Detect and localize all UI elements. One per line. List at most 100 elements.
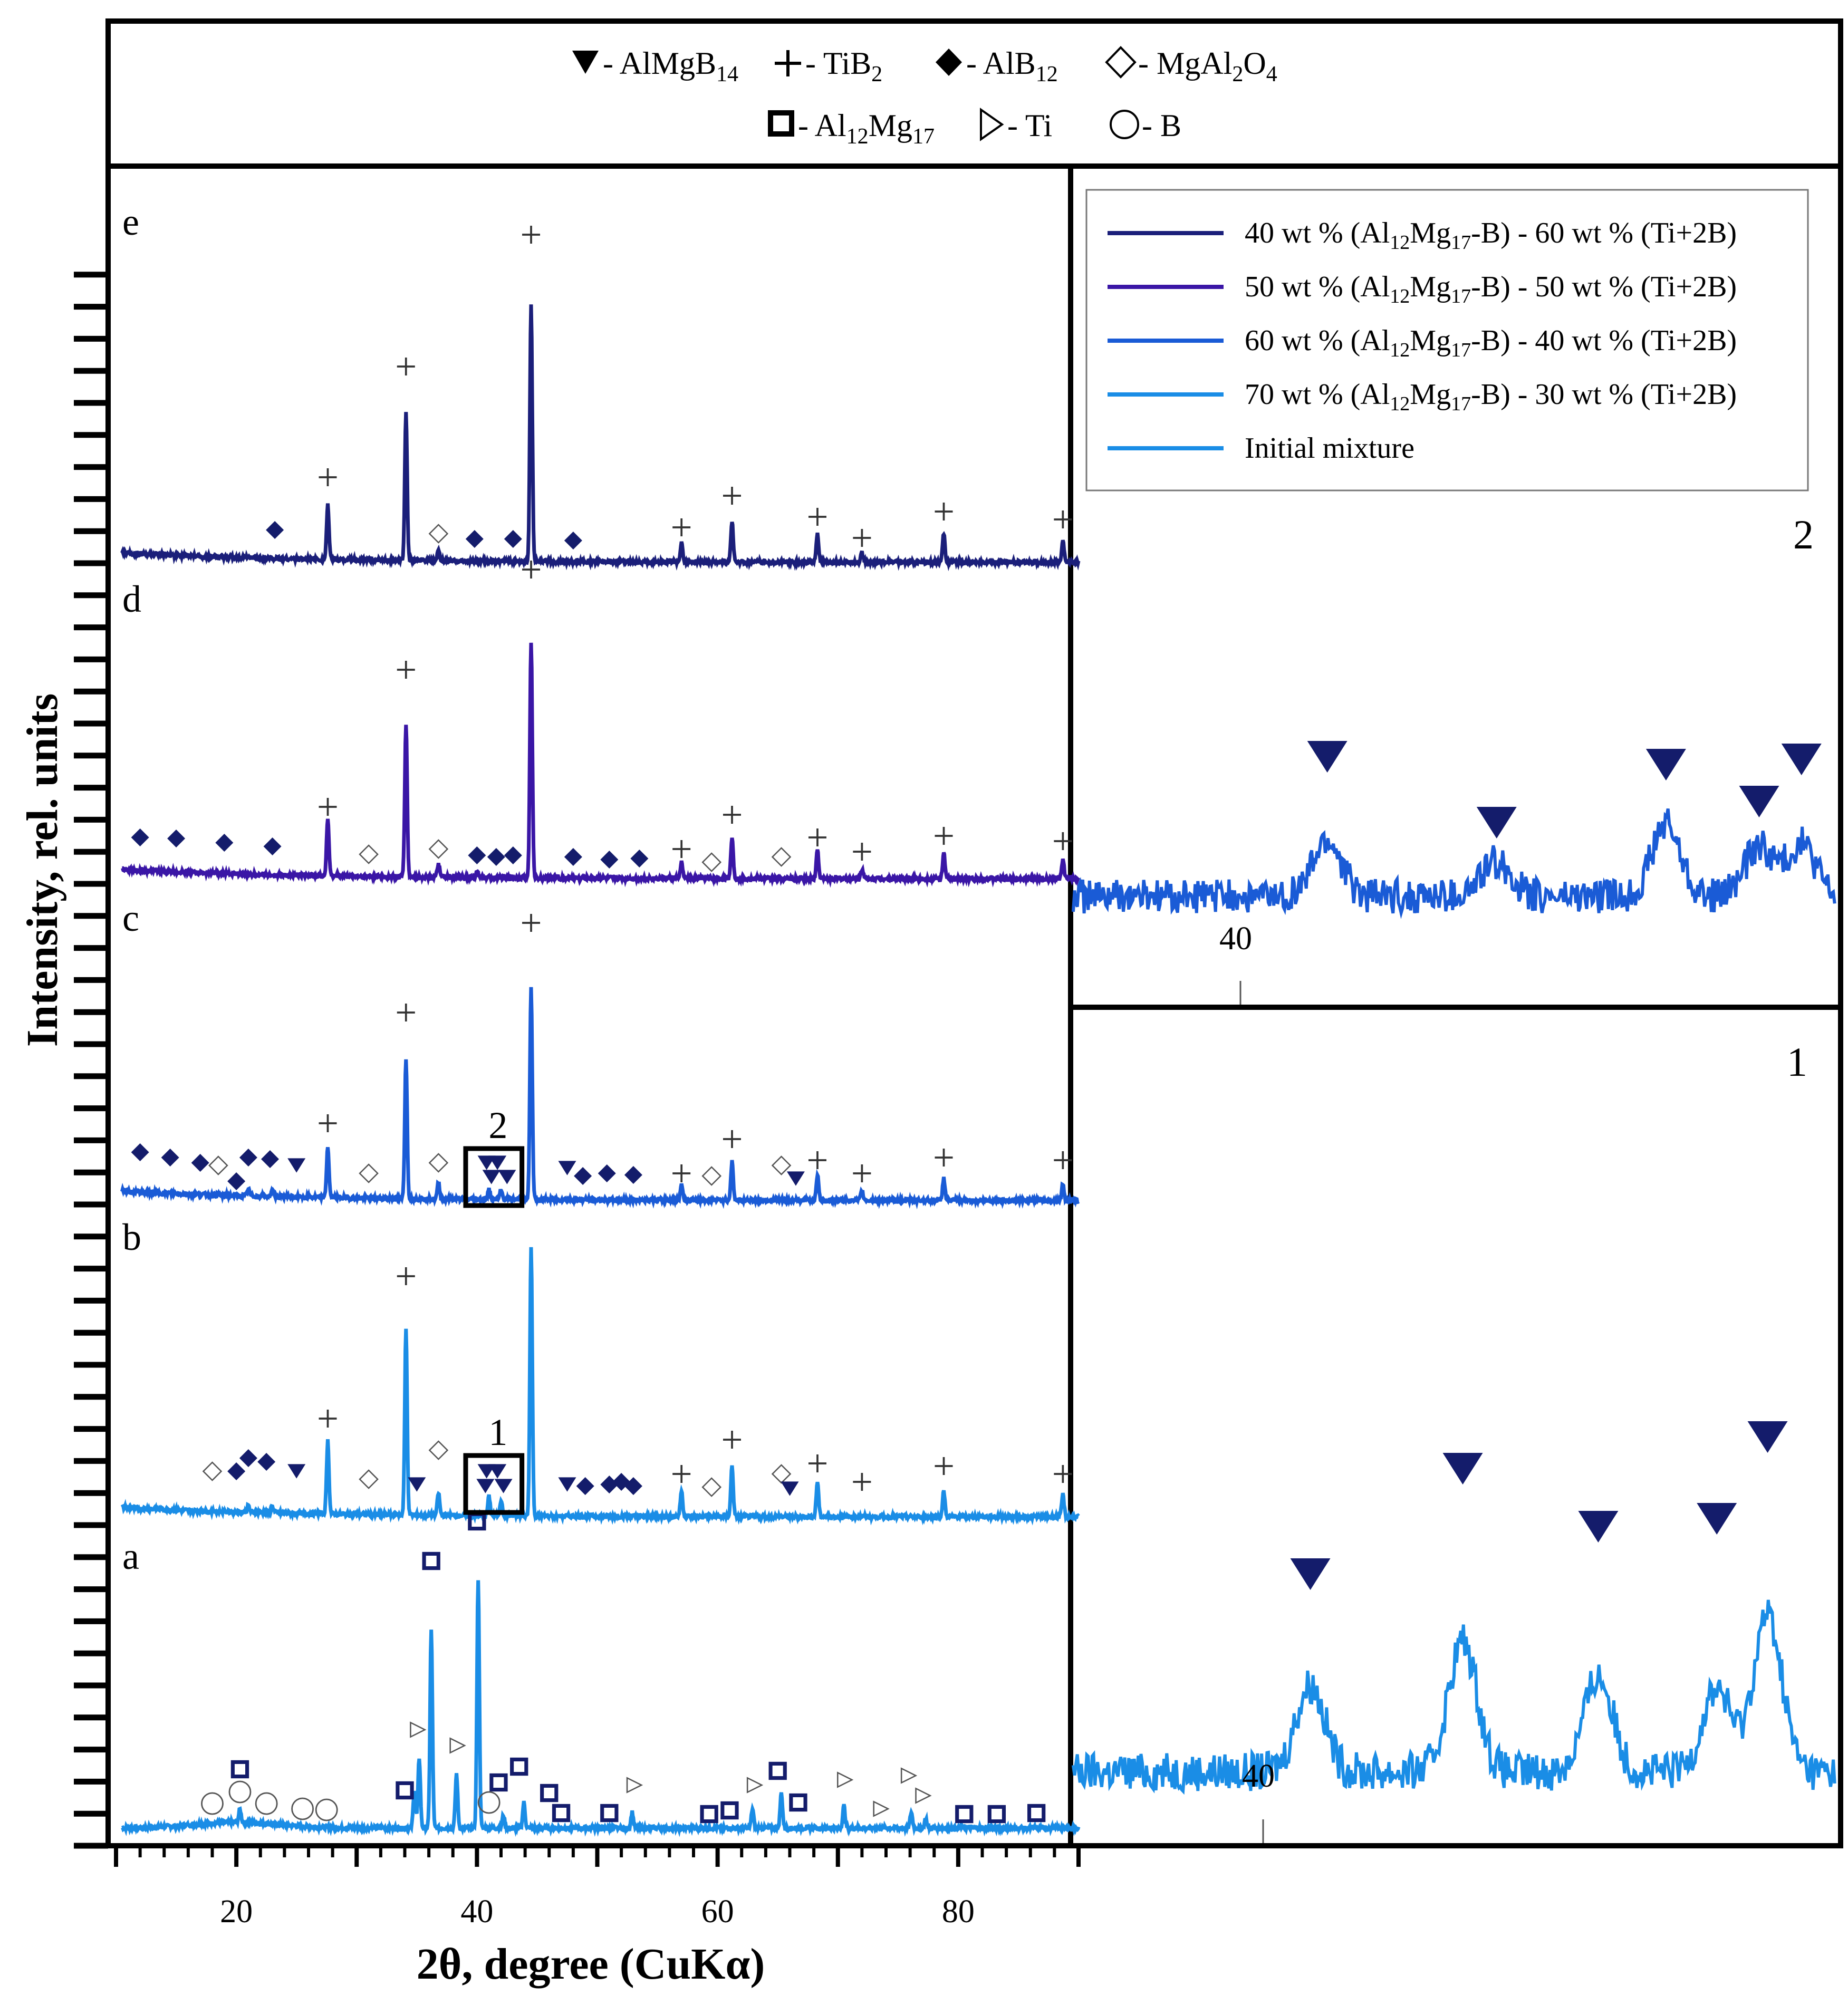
inset-2-zoom: 40 — [1072, 741, 1836, 1005]
boron-marker — [315, 1798, 338, 1821]
x-axis: 20 40 60 80 — [108, 1843, 1081, 1930]
legend-entry: - Al12Mg17 — [768, 108, 935, 149]
almgb14-marker — [558, 1161, 576, 1175]
al12mg17-marker — [720, 1801, 739, 1820]
tib2-marker — [853, 1164, 871, 1182]
tib2-marker — [397, 1267, 415, 1285]
alb12-marker — [131, 1143, 149, 1161]
mgal2o4-marker — [701, 1477, 722, 1497]
almgb14-marker — [476, 1479, 495, 1493]
diamond-filled-icon — [936, 49, 962, 76]
tib2-marker — [1054, 832, 1072, 850]
alb12-marker — [468, 846, 486, 864]
alb12-marker — [227, 1462, 246, 1480]
tib2-marker — [1054, 1151, 1072, 1169]
zoom-boxes: 12 — [463, 1104, 525, 1515]
legend-entry: - MgAl2O4 — [1105, 46, 1277, 86]
almgb14-marker — [287, 1158, 306, 1173]
almgb14-marker — [488, 1155, 507, 1170]
almgb14-marker — [488, 1464, 507, 1479]
mgal2o4-marker — [428, 839, 449, 859]
square-icon — [768, 110, 794, 137]
legend-entry: - TiB2 — [775, 46, 882, 86]
legend-entry: - AlMgB14 — [572, 46, 738, 86]
legend-row: 70 wt % (Al12Mg17-B) - 30 wt % (Ti+2B) — [1108, 378, 1737, 415]
tib2-marker — [1054, 1465, 1072, 1483]
mgal2o4-marker — [428, 1153, 449, 1173]
alb12-marker — [261, 1150, 279, 1168]
mgal2o4-marker — [701, 852, 722, 872]
alb12-marker — [167, 830, 186, 847]
al12mg17-marker — [1027, 1804, 1046, 1823]
series-line-a — [121, 1580, 1081, 1837]
inset-series-line — [1072, 1599, 1836, 1795]
xrd-curves: a b c d e — [120, 201, 1081, 1837]
alb12-marker — [564, 848, 582, 866]
tib2-marker — [935, 827, 953, 845]
tib2-marker — [723, 806, 741, 824]
x-tick-label: 60 — [701, 1894, 734, 1930]
al12mg17-marker — [510, 1757, 528, 1776]
mgal2o4-marker — [701, 1166, 722, 1186]
legend-label: - MgAl2O4 — [1138, 46, 1277, 86]
x-tick-label: 40 — [460, 1894, 493, 1930]
legend-row: 50 wt % (Al12Mg17-B) - 50 wt % (Ti+2B) — [1108, 271, 1737, 307]
legend-row: 60 wt % (Al12Mg17-B) - 40 wt % (Ti+2B) — [1108, 324, 1737, 361]
alb12-marker — [191, 1154, 209, 1172]
ti-marker — [873, 1800, 890, 1817]
tib2-marker — [319, 1114, 337, 1132]
alb12-marker — [598, 1164, 616, 1182]
tib2-marker — [672, 518, 691, 536]
ti-marker — [410, 1721, 427, 1738]
al12mg17-marker — [987, 1805, 1006, 1824]
tib2-marker — [522, 914, 541, 932]
alb12-marker — [624, 1166, 642, 1184]
ti-marker — [900, 1767, 918, 1784]
al12mg17-marker — [396, 1781, 414, 1800]
plus-icon — [775, 50, 801, 76]
almgb14-marker — [1781, 744, 1822, 775]
alb12-marker — [263, 837, 282, 855]
legend-entry: - B — [1110, 108, 1181, 143]
boron-marker — [255, 1792, 278, 1815]
legend-label: - B — [1142, 108, 1181, 143]
legend-label: - AlMgB14 — [603, 46, 738, 86]
mgal2o4-marker — [428, 1440, 449, 1460]
inset-1-label: 1 — [1787, 1039, 1807, 1085]
phase-markers — [131, 226, 1072, 1824]
almgb14-marker — [1578, 1511, 1619, 1543]
tib2-marker — [397, 661, 415, 679]
inset-series-line — [1072, 808, 1836, 919]
alb12-marker — [239, 1449, 257, 1467]
series-line-c — [120, 987, 1080, 1210]
ti-marker — [836, 1771, 854, 1788]
almgb14-marker — [558, 1477, 576, 1492]
almgb14-marker — [1645, 749, 1686, 780]
al12mg17-marker — [489, 1773, 508, 1792]
ti-marker — [449, 1737, 466, 1754]
diamond-open-icon — [1105, 46, 1137, 79]
almgb14-marker — [408, 1477, 426, 1492]
tib2-marker — [522, 226, 541, 244]
tib2-marker — [808, 508, 826, 526]
series-label-e: e — [122, 201, 139, 243]
legend-series-label: 40 wt % (Al12Mg17-B) - 60 wt % (Ti+2B) — [1245, 217, 1737, 254]
almgb14-marker — [1739, 786, 1779, 817]
legend-series-label: Initial mixture — [1245, 432, 1414, 465]
y-axis-ticks — [74, 169, 111, 1849]
tib2-marker — [672, 1465, 691, 1483]
legend-series-label: 50 wt % (Al12Mg17-B) - 50 wt % (Ti+2B) — [1245, 271, 1737, 307]
series-line-e — [120, 304, 1081, 572]
alb12-marker — [239, 1149, 257, 1167]
tib2-marker — [723, 487, 741, 505]
al12mg17-marker — [700, 1805, 718, 1824]
al12mg17-marker — [600, 1804, 619, 1823]
tib2-marker — [935, 1149, 953, 1167]
legend-series-label: 70 wt % (Al12Mg17-B) - 30 wt % (Ti+2B) — [1245, 378, 1737, 415]
tib2-marker — [319, 468, 337, 486]
series-legend: 40 wt % (Al12Mg17-B) - 60 wt % (Ti+2B) 50… — [1085, 189, 1809, 491]
mgal2o4-marker — [771, 1464, 792, 1484]
alb12-marker — [504, 846, 522, 864]
al12mg17-marker — [540, 1784, 559, 1802]
